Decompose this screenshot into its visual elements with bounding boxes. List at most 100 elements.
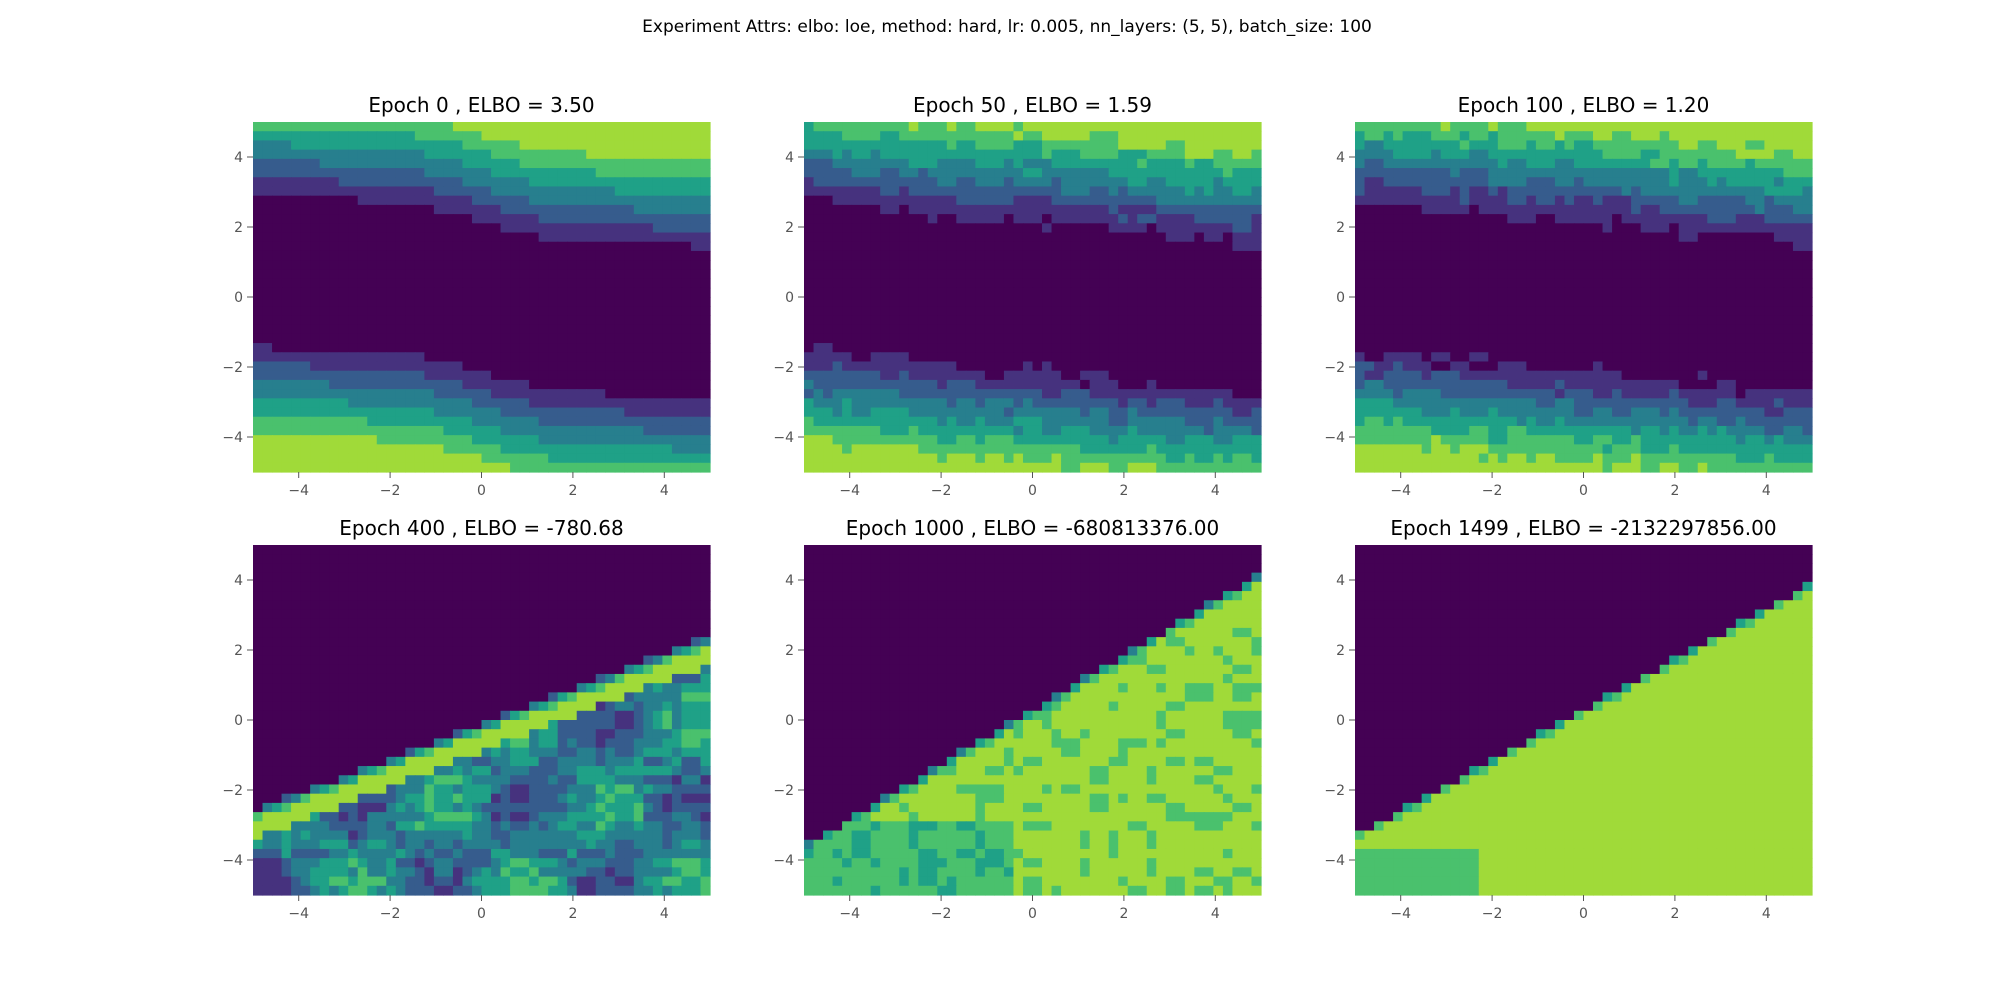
contour-cell — [433, 214, 445, 224]
contour-cell — [1070, 333, 1081, 344]
contour-cell — [937, 389, 948, 399]
contour-cell — [1697, 195, 1708, 206]
contour-cell — [1678, 269, 1689, 280]
contour-cell — [1697, 260, 1708, 270]
contour-cell — [1118, 232, 1129, 243]
contour-cell — [357, 352, 368, 363]
contour-cell — [1497, 297, 1508, 307]
contour-cell — [1213, 122, 1224, 132]
contour-cell — [1669, 186, 1680, 197]
contour-cell — [851, 177, 862, 188]
contour-cell — [329, 315, 340, 326]
contour-cell — [1593, 223, 1604, 234]
contour-cell — [643, 407, 654, 418]
contour-cell — [605, 444, 616, 455]
contour-cell — [281, 122, 292, 132]
contour-cell — [1070, 379, 1081, 390]
contour-cell — [614, 149, 625, 160]
contour-cell — [614, 177, 625, 188]
contour-cell — [1184, 269, 1195, 280]
contour-cell — [813, 389, 824, 399]
contour-cell — [880, 297, 891, 307]
contour-cell — [643, 214, 654, 224]
contour-cell — [652, 352, 663, 363]
contour-cell — [319, 315, 330, 326]
contour-cell — [1203, 416, 1214, 427]
contour-cell — [443, 122, 454, 132]
contour-cell — [1146, 379, 1157, 390]
contour-cell — [300, 361, 311, 372]
contour-cell — [1374, 343, 1385, 353]
contour-cell — [614, 195, 625, 206]
contour-cell — [633, 260, 644, 270]
contour-cell — [1754, 287, 1765, 298]
contour-cell — [1745, 324, 1756, 335]
contour-cell — [946, 407, 957, 418]
contour-cell — [1412, 352, 1423, 363]
contour-cell — [1241, 269, 1253, 280]
contour-cell — [414, 131, 425, 142]
contour-cell — [348, 241, 359, 252]
contour-cell — [662, 122, 673, 132]
contour-cell — [272, 315, 283, 326]
contour-cell — [586, 195, 597, 206]
contour-cell — [529, 389, 540, 399]
contour-cell — [671, 204, 683, 215]
contour-cell — [1013, 186, 1024, 197]
contour-cell — [1251, 158, 1262, 169]
contour-cell — [1773, 333, 1785, 344]
contour-cell — [1450, 131, 1461, 142]
contour-cell — [481, 416, 492, 427]
contour-cell — [357, 333, 368, 344]
contour-cell — [1165, 352, 1176, 363]
contour-cell — [1478, 278, 1489, 289]
contour-cell — [586, 435, 597, 445]
contour-cell — [956, 343, 967, 353]
contour-cell — [538, 241, 549, 252]
contour-cell — [633, 131, 644, 142]
contour-cell — [433, 333, 445, 344]
contour-cell — [1137, 241, 1148, 252]
contour-cell — [1099, 131, 1110, 142]
contour-cell — [614, 131, 625, 142]
contour-cell — [1042, 260, 1053, 270]
contour-cell — [1764, 333, 1775, 344]
contour-cell — [880, 168, 891, 178]
contour-cell — [1726, 352, 1737, 363]
contour-cell — [348, 122, 359, 132]
contour-cell — [1070, 398, 1081, 409]
contour-cell — [310, 214, 321, 224]
contour-cell — [899, 352, 910, 363]
contour-cell — [842, 407, 853, 418]
contour-cell — [481, 232, 492, 243]
contour-cell — [1203, 250, 1214, 261]
contour-cell — [956, 416, 967, 427]
contour-cell — [510, 168, 521, 178]
contour-cell — [1421, 158, 1432, 169]
contour-cell — [1127, 352, 1138, 363]
contour-cell — [927, 361, 938, 372]
contour-cell — [1602, 361, 1613, 372]
contour-cell — [510, 453, 521, 464]
contour-cell — [1374, 158, 1385, 169]
contour-cell — [357, 168, 368, 178]
contour-cell — [471, 260, 483, 270]
contour-cell — [452, 149, 464, 160]
contour-cell — [433, 204, 445, 215]
contour-cell — [1516, 306, 1527, 317]
contour-cell — [1355, 297, 1366, 307]
contour-cell — [443, 131, 454, 142]
contour-cell — [1402, 195, 1413, 206]
contour-cell — [624, 204, 635, 215]
contour-cell — [500, 241, 511, 252]
contour-cell — [1535, 241, 1547, 252]
contour-cell — [1070, 361, 1081, 372]
contour-cell — [1383, 186, 1394, 197]
contour-cell — [1364, 232, 1375, 243]
contour-cell — [471, 177, 483, 188]
contour-cell — [424, 158, 435, 169]
contour-cell — [424, 287, 435, 298]
contour-cell — [1678, 241, 1689, 252]
contour-cell — [395, 278, 406, 289]
contour-cell — [975, 250, 986, 261]
